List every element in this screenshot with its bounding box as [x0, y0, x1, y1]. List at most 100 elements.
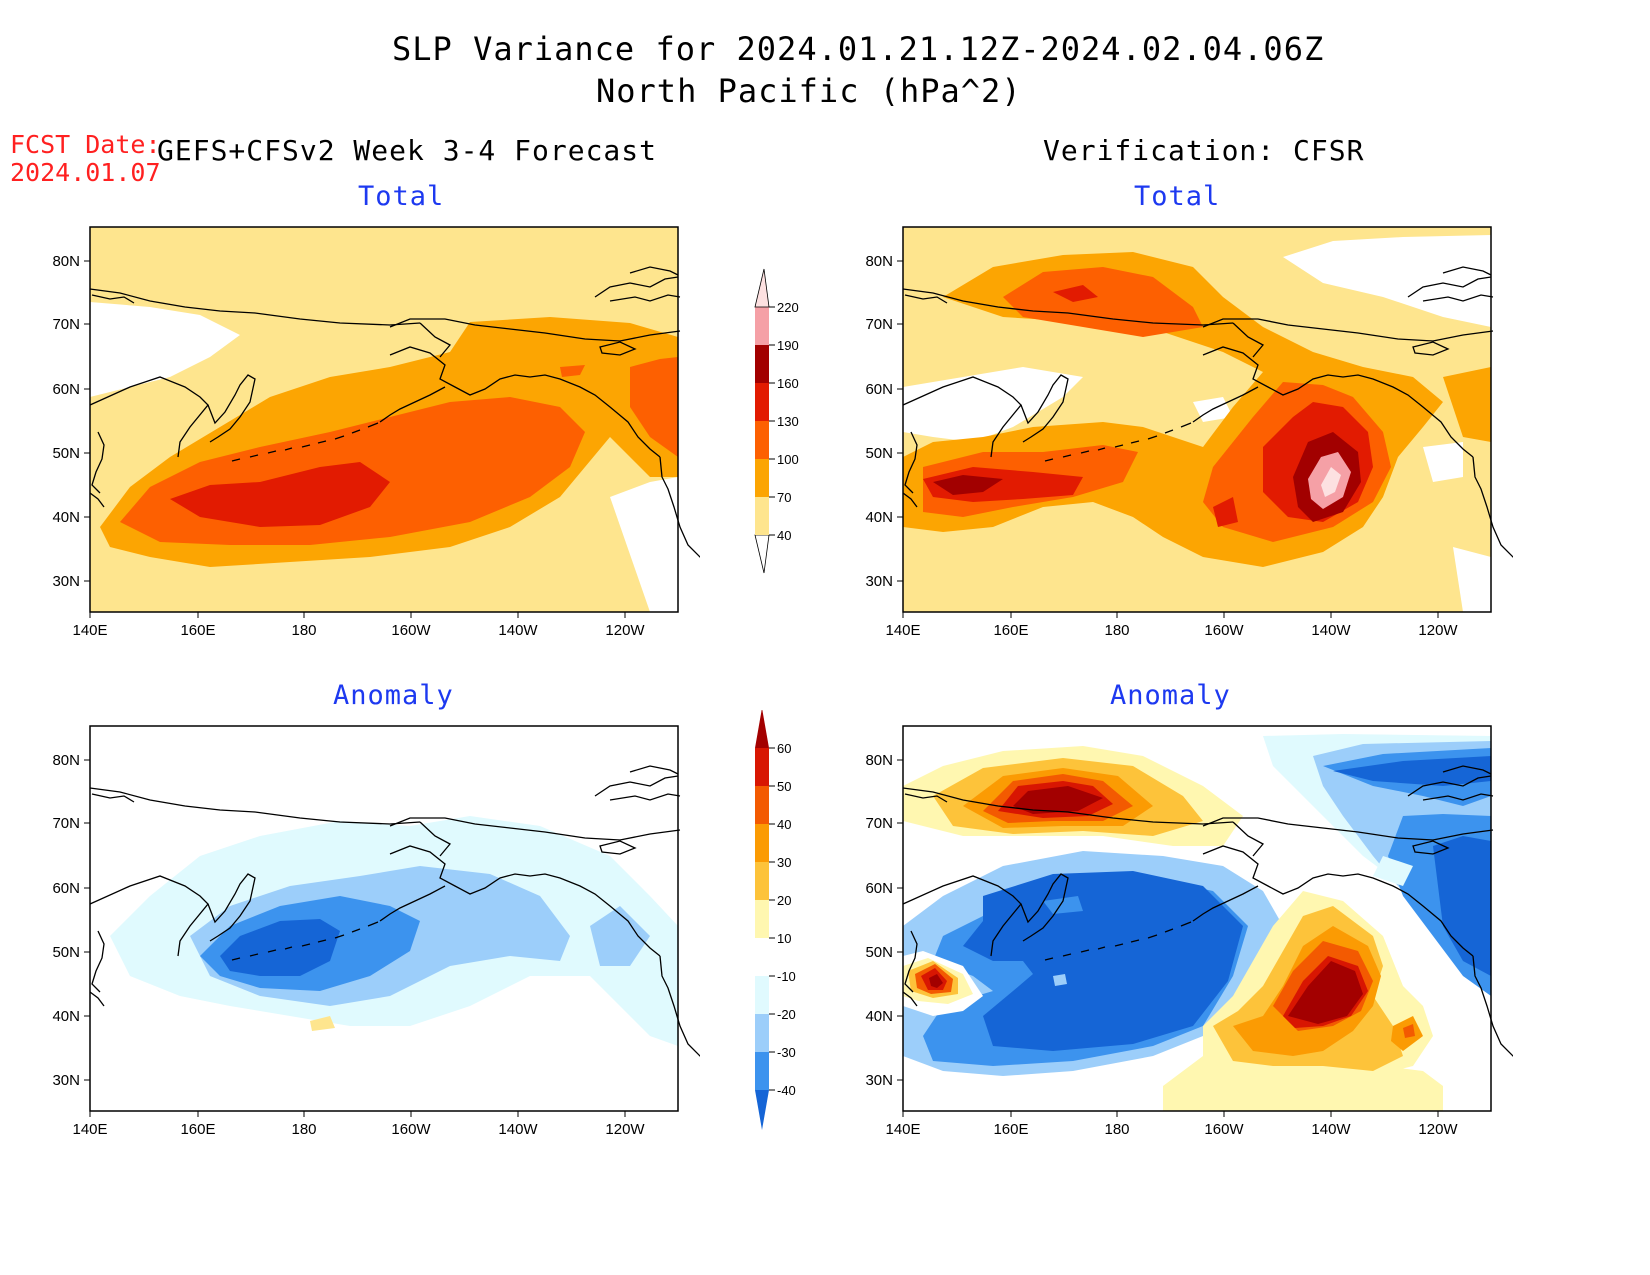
colorbar-label: 10	[777, 931, 791, 946]
lat-label: 60N	[52, 381, 80, 398]
lat-label: 70N	[52, 815, 80, 832]
lon-label: 160W	[1204, 1121, 1244, 1138]
colorbar-label: 50	[777, 779, 791, 794]
lon-label: 140W	[498, 622, 538, 639]
lat-label: 70N	[52, 316, 80, 333]
forecast-total-map: 80N 70N 60N 50N 40N 30N 140E 160E 180 160W 140W 120…	[52, 226, 700, 639]
colorbar-label: 60	[777, 741, 791, 756]
colorbar-label: -20	[777, 1007, 796, 1022]
chart-title-line1: SLP Variance for 2024.01.21.12Z-2024.02.…	[392, 30, 1325, 68]
colorbar-label: 70	[777, 490, 791, 505]
lon-label: 120W	[1418, 622, 1458, 639]
lon-label: 160E	[180, 1121, 215, 1138]
colorbar-swatch	[755, 1014, 769, 1052]
lat-label: 70N	[865, 815, 893, 832]
colorbar-label: 100	[777, 452, 799, 467]
colorbar-swatch	[754, 268, 770, 308]
colorbar-swatch	[755, 345, 769, 383]
lat-label: 80N	[52, 752, 80, 769]
colorbar-label: -40	[777, 1083, 796, 1098]
lat-label: 50N	[865, 944, 893, 961]
lon-label: 160E	[993, 1121, 1028, 1138]
lat-label: 30N	[52, 1072, 80, 1089]
anomaly-colorbar: -40 -30 -20 -10 10 20 30 40 50 60	[755, 710, 796, 1130]
colorbar-label: 20	[777, 893, 791, 908]
colorbar-swatch	[754, 534, 770, 574]
colorbar-label: 160	[777, 376, 799, 391]
lat-label: 50N	[52, 944, 80, 961]
lon-label: 120W	[605, 1121, 645, 1138]
lat-label: 30N	[865, 573, 893, 590]
colorbar-label: -10	[777, 969, 796, 984]
lon-label: 160W	[391, 1121, 431, 1138]
lat-label: 70N	[865, 316, 893, 333]
lat-label: 40N	[52, 1008, 80, 1025]
colorbar-label: 190	[777, 338, 799, 353]
colorbar-swatch	[755, 421, 769, 459]
lon-label: 140E	[885, 1121, 920, 1138]
colorbar-swatch	[755, 383, 769, 421]
colorbar-swatch	[755, 786, 769, 824]
lon-label: 140W	[498, 1121, 538, 1138]
lat-label: 40N	[52, 509, 80, 526]
fcst-date-label: FCST Date:	[10, 130, 161, 159]
verification-total-subtitle: Total	[1134, 181, 1221, 212]
colorbar-label: 40	[777, 817, 791, 832]
lon-label: 180	[1104, 622, 1129, 639]
chart-title-line2: North Pacific (hPa^2)	[596, 72, 1022, 110]
forecast-anomaly-contours	[110, 816, 678, 1046]
colorbar-label: -30	[777, 1045, 796, 1060]
colorbar-label: 40	[777, 528, 791, 543]
lon-label: 160W	[1204, 622, 1244, 639]
lon-label: 140W	[1311, 622, 1351, 639]
colorbar-swatch	[755, 459, 769, 497]
colorbar-label: 220	[777, 300, 799, 315]
lon-label: 140E	[885, 622, 920, 639]
lat-label: 40N	[865, 509, 893, 526]
lat-label: 60N	[865, 381, 893, 398]
colorbar-swatch	[755, 938, 769, 976]
colorbar-label: 130	[777, 414, 799, 429]
lon-label: 140E	[72, 1121, 107, 1138]
colorbar-swatch	[755, 307, 769, 345]
lon-label: 140E	[72, 622, 107, 639]
forecast-heading: GEFS+CFSv2 Week 3-4 Forecast	[157, 134, 658, 167]
colorbar-swatch	[755, 824, 769, 862]
lat-label: 80N	[52, 253, 80, 270]
lat-label: 40N	[865, 1008, 893, 1025]
lon-label: 180	[1104, 1121, 1129, 1138]
lat-label: 80N	[865, 253, 893, 270]
total-colorbar: 40 70 100 130 160 190 220	[754, 268, 799, 574]
lon-label: 120W	[605, 622, 645, 639]
verification-anomaly-subtitle: Anomaly	[1110, 680, 1231, 711]
lat-label: 80N	[865, 752, 893, 769]
colorbar-swatch	[755, 497, 769, 535]
forecast-anomaly-subtitle: Anomaly	[333, 680, 454, 711]
verification-anomaly-map: 80N 70N 60N 50N 40N 30N 140E 160E 180 160W 140W 120…	[865, 725, 1513, 1138]
colorbar-swatch	[755, 862, 769, 900]
colorbar-swatch	[755, 748, 769, 786]
colorbar-label: 30	[777, 855, 791, 870]
lat-label: 30N	[865, 1072, 893, 1089]
lat-label: 30N	[52, 573, 80, 590]
colorbar-swatch	[755, 1090, 769, 1130]
lat-label: 60N	[52, 880, 80, 897]
verification-total-map: 80N 70N 60N 50N 40N 30N 140E 160E 180 160W 140W 120…	[865, 226, 1513, 639]
forecast-anomaly-map: 80N 70N 60N 50N 40N 30N 140E 160E 180 160W 140W 120…	[52, 725, 700, 1138]
lon-label: 140W	[1311, 1121, 1351, 1138]
lat-label: 50N	[865, 445, 893, 462]
lon-label: 160E	[180, 622, 215, 639]
lon-label: 120W	[1418, 1121, 1458, 1138]
forecast-total-subtitle: Total	[358, 181, 445, 212]
fcst-date-value: 2024.01.07	[10, 158, 161, 187]
lat-label: 50N	[52, 445, 80, 462]
verification-heading: Verification: CFSR	[1043, 134, 1365, 167]
lon-label: 160W	[391, 622, 431, 639]
colorbar-swatch	[755, 900, 769, 938]
lon-label: 180	[291, 1121, 316, 1138]
lon-label: 180	[291, 622, 316, 639]
colorbar-swatch	[755, 976, 769, 1014]
lon-label: 160E	[993, 622, 1028, 639]
colorbar-swatch	[755, 1052, 769, 1090]
colorbar-swatch	[755, 710, 769, 748]
